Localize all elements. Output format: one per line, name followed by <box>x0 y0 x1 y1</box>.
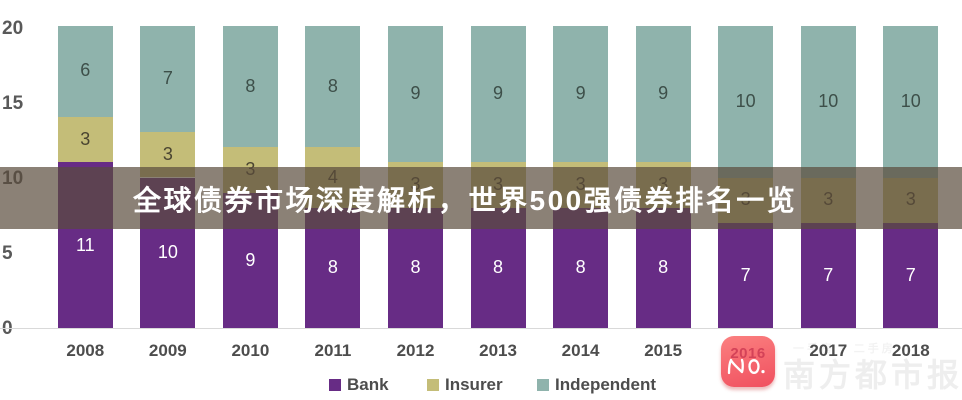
svg-text:2016: 2016 <box>730 345 765 362</box>
